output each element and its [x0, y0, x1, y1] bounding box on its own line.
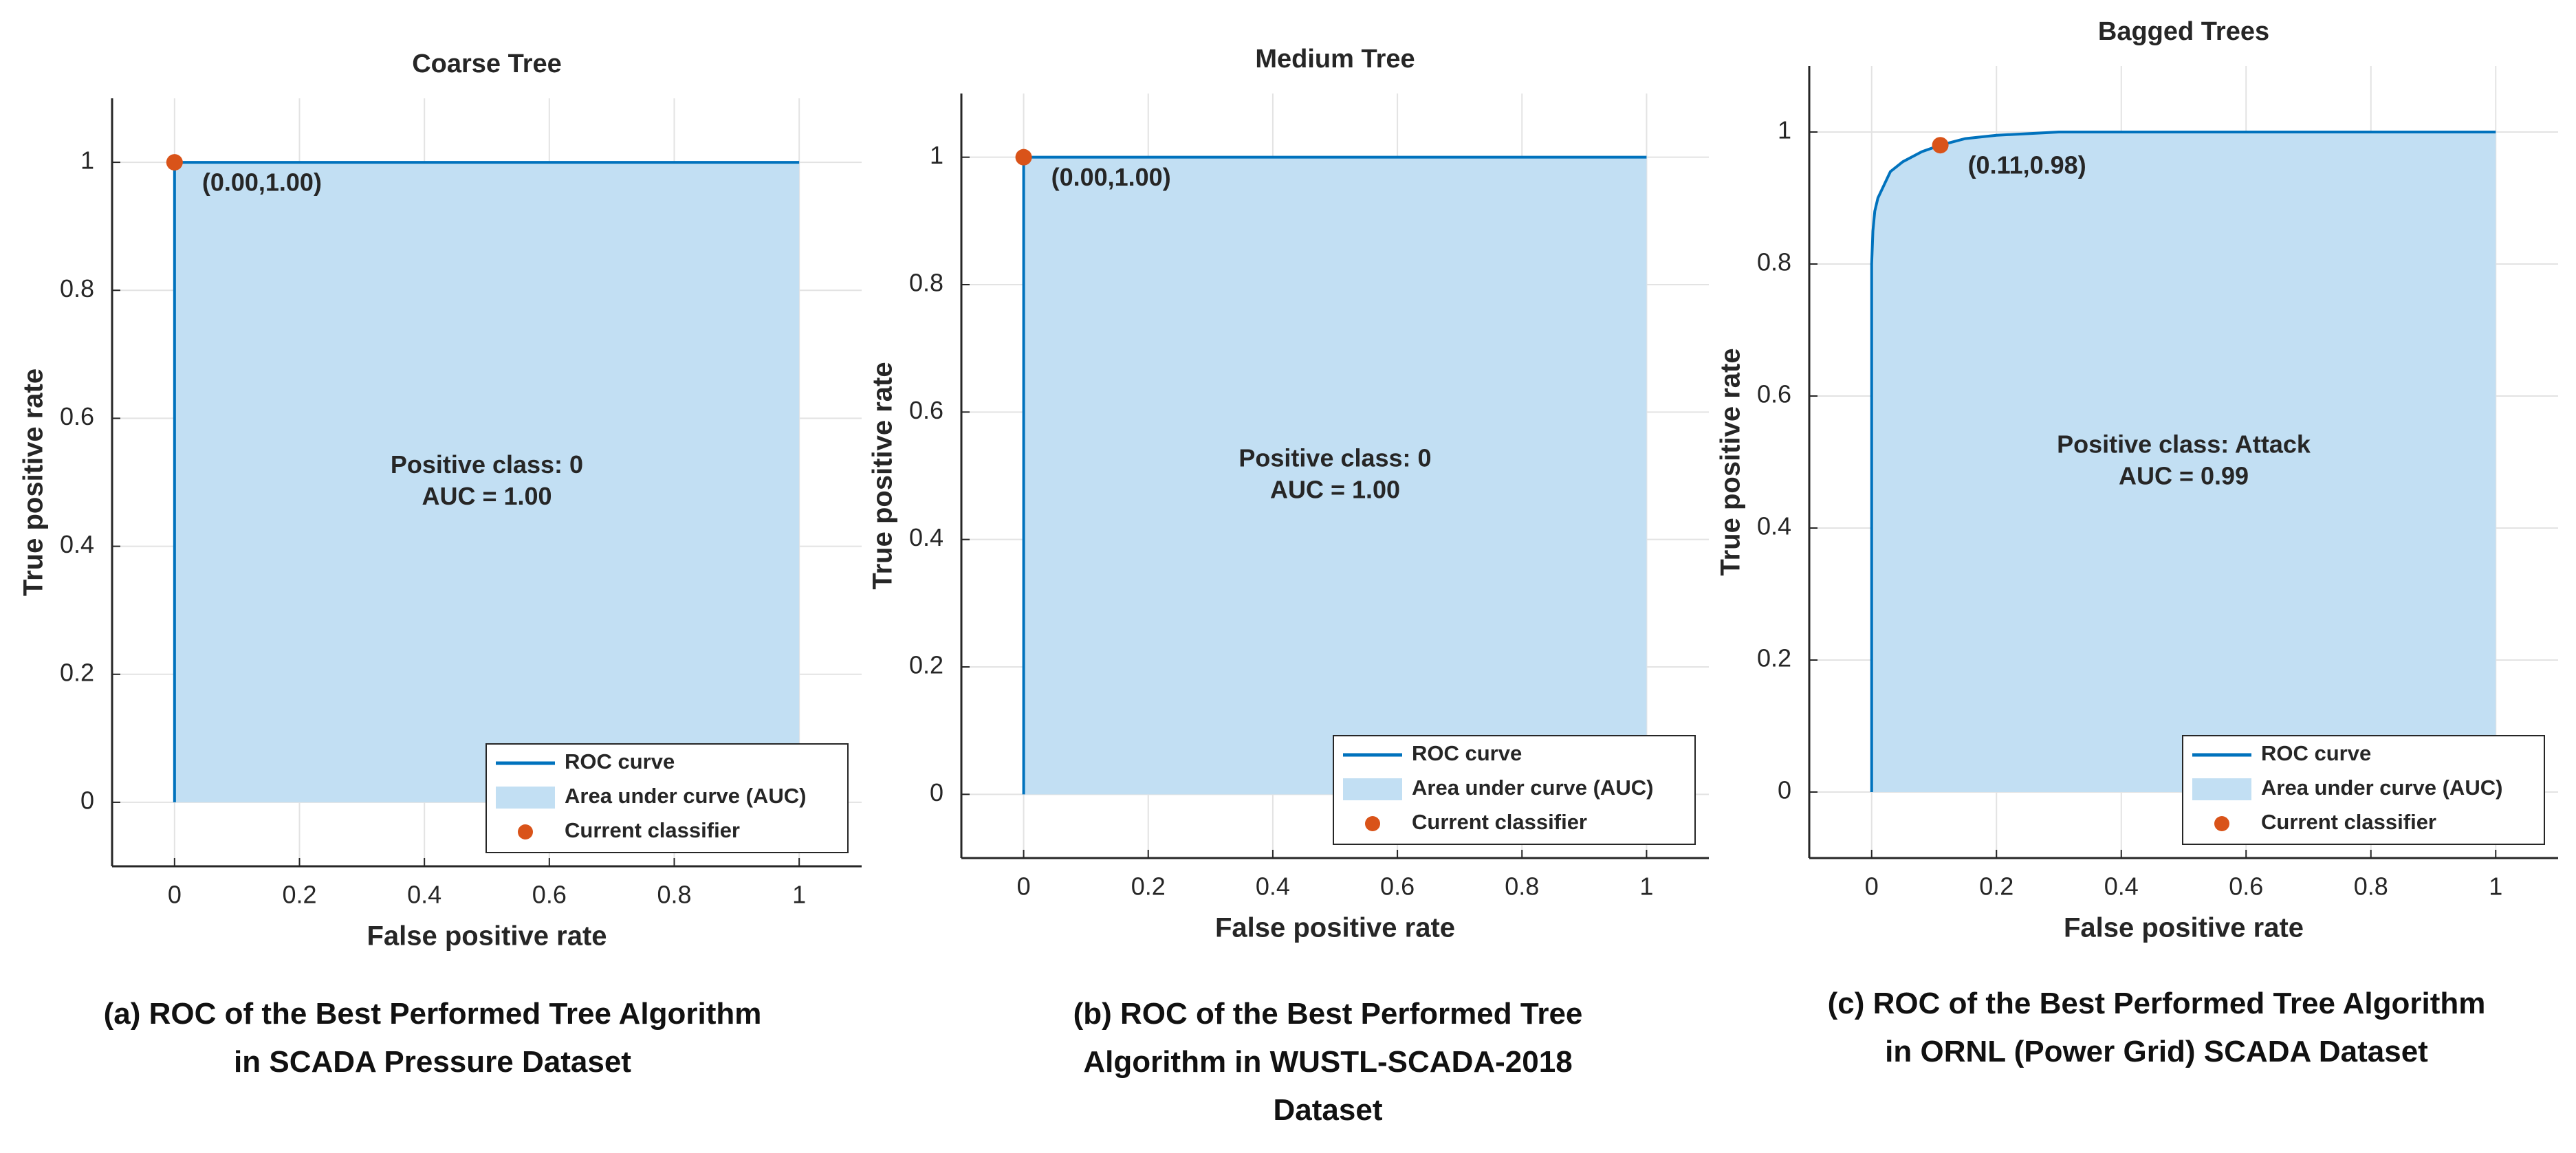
point-label: (0.00,1.00) — [202, 168, 322, 197]
chart-title: Coarse Tree — [412, 50, 562, 78]
y-tick-label: 0.2 — [909, 651, 943, 679]
y-tick-label: 0.2 — [1757, 644, 1791, 672]
x-tick-label: 0.6 — [1380, 872, 1415, 901]
x-tick-label: 0.8 — [2354, 872, 2388, 901]
caption: (c) ROC of the Best Performed Tree Algor… — [1827, 987, 2486, 1068]
y-tick-label: 0.2 — [60, 658, 94, 686]
legend-label: Area under curve (AUC) — [2261, 776, 2502, 800]
y-tick-label: 0.8 — [909, 269, 943, 297]
x-axis-label: False positive rate — [367, 921, 607, 952]
y-tick-label: 0.6 — [60, 402, 94, 430]
x-tick-label: 0.8 — [657, 881, 691, 909]
y-tick-label: 0.8 — [1757, 248, 1791, 276]
x-axis-label: False positive rate — [2064, 913, 2304, 943]
x-tick-label: 1 — [792, 881, 806, 909]
legend-label: ROC curve — [1412, 741, 1522, 765]
legend-label: Current classifier — [1412, 810, 1587, 834]
y-axis-label: True positive rate — [19, 369, 49, 596]
x-axis-label: False positive rate — [1215, 913, 1455, 943]
y-tick-label: 0.4 — [1757, 512, 1791, 540]
roc-curve — [1870, 131, 2496, 792]
chart-title: Medium Tree — [1255, 45, 1415, 74]
y-tick-label: 0 — [1778, 776, 1791, 804]
current-classifier — [1932, 137, 1949, 154]
x-tick-label: 0 — [1017, 872, 1031, 901]
annotation: Positive class: Attack — [2057, 430, 2311, 459]
x-tick-label: 0.4 — [407, 881, 441, 909]
legend-label: Area under curve (AUC) — [565, 784, 806, 808]
y-tick-label: 0.6 — [1757, 380, 1791, 408]
y-tick-label: 0.6 — [909, 396, 943, 424]
current-classifier — [166, 154, 183, 171]
legend-label: Current classifier — [565, 818, 740, 842]
auc-area — [174, 162, 800, 802]
y-tick-label: 1 — [1778, 116, 1791, 144]
annotation: AUC = 0.99 — [2119, 462, 2249, 490]
y-tick-label: 0 — [930, 778, 943, 806]
current-classifier — [1015, 149, 1032, 166]
legend-swatch — [1343, 778, 1402, 800]
legend-label: Area under curve (AUC) — [1412, 776, 1653, 800]
x-tick-label: 0.6 — [2229, 872, 2263, 901]
x-tick-label: 0 — [1865, 872, 1879, 901]
caption: (a) ROC of the Best Performed Tree Algor… — [103, 997, 762, 1079]
auc-area — [1871, 132, 2496, 792]
y-tick-label: 0.4 — [60, 530, 94, 558]
x-tick-label: 0 — [168, 881, 182, 909]
legend-swatch — [496, 787, 555, 809]
chart-title: Bagged Trees — [2098, 17, 2269, 46]
y-tick-label: 0 — [80, 786, 94, 814]
y-axis-label: True positive rate — [1716, 348, 1746, 575]
legend-marker — [518, 824, 533, 839]
legend-label: Current classifier — [2261, 810, 2436, 834]
y-tick-label: 1 — [80, 146, 94, 175]
x-tick-label: 0.6 — [532, 881, 567, 909]
y-axis-label: True positive rate — [868, 362, 898, 589]
caption: (b) ROC of the Best Performed Tree Algor… — [1073, 997, 1583, 1127]
x-tick-label: 0.4 — [2104, 872, 2139, 901]
auc-area — [1023, 157, 1647, 795]
annotation: AUC = 1.00 — [422, 482, 552, 510]
x-tick-label: 1 — [1639, 872, 1653, 901]
legend-label: ROC curve — [565, 749, 675, 773]
x-tick-label: 0.4 — [1256, 872, 1290, 901]
annotation: AUC = 1.00 — [1270, 476, 1400, 504]
point-label: (0.00,1.00) — [1051, 163, 1171, 191]
y-tick-label: 0.8 — [60, 274, 94, 303]
legend-label: ROC curve — [2261, 741, 2371, 765]
point-label: (0.11,0.98) — [1968, 151, 2086, 179]
y-tick-label: 0.4 — [909, 523, 943, 551]
x-tick-label: 0.2 — [282, 881, 316, 909]
annotation: Positive class: 0 — [391, 450, 583, 479]
x-tick-label: 0.2 — [1979, 872, 2013, 901]
x-tick-label: 0.2 — [1131, 872, 1166, 901]
legend-marker — [2214, 816, 2229, 831]
y-tick-label: 1 — [930, 141, 943, 169]
x-tick-label: 0.8 — [1505, 872, 1539, 901]
x-tick-label: 1 — [2489, 872, 2502, 901]
legend-marker — [1365, 816, 1380, 831]
legend-swatch — [2192, 778, 2251, 800]
annotation: Positive class: 0 — [1238, 444, 1431, 472]
